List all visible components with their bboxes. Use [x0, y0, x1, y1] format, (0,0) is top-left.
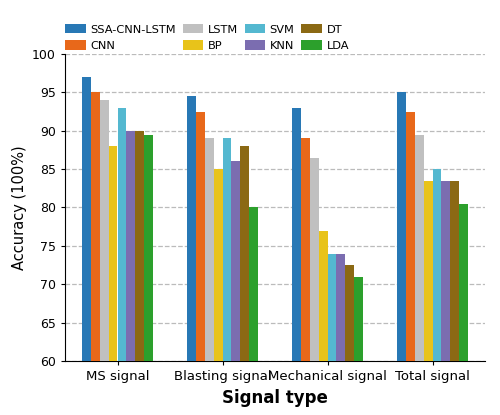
Bar	[354, 276, 363, 415]
X-axis label: Signal type: Signal type	[222, 388, 328, 407]
Bar	[318, 231, 328, 415]
Bar	[424, 181, 432, 415]
Bar	[328, 254, 336, 415]
Bar	[222, 139, 232, 415]
Bar	[397, 92, 406, 415]
Bar	[90, 92, 100, 415]
Legend: SSA-CNN-LSTM, CNN, LSTM, BP, SVM, KNN, DT, LDA: SSA-CNN-LSTM, CNN, LSTM, BP, SVM, KNN, D…	[65, 24, 349, 51]
Bar	[232, 161, 240, 415]
Bar	[187, 96, 196, 415]
Bar	[100, 100, 108, 415]
Bar	[336, 254, 345, 415]
Bar	[460, 204, 468, 415]
Bar	[126, 131, 136, 415]
Bar	[240, 146, 250, 415]
Bar	[136, 131, 144, 415]
Bar	[204, 139, 214, 415]
Bar	[450, 181, 460, 415]
Bar	[300, 139, 310, 415]
Bar	[250, 208, 258, 415]
Bar	[118, 107, 126, 415]
Bar	[108, 146, 118, 415]
Bar	[196, 112, 204, 415]
Bar	[310, 158, 318, 415]
Bar	[82, 77, 90, 415]
Bar	[144, 134, 153, 415]
Y-axis label: Accuracy (100%): Accuracy (100%)	[12, 145, 26, 270]
Bar	[292, 107, 300, 415]
Bar	[346, 265, 354, 415]
Bar	[406, 112, 414, 415]
Bar	[414, 134, 424, 415]
Bar	[432, 169, 442, 415]
Bar	[214, 169, 222, 415]
Bar	[442, 181, 450, 415]
